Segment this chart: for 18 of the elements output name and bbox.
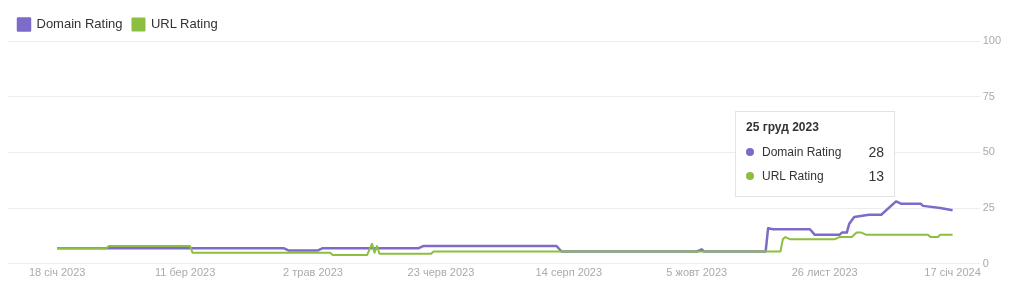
x-tick-label: 2 трав 2023 <box>283 266 343 279</box>
x-tick-label: 26 лист 2023 <box>791 266 858 279</box>
annotation: 25 груд 2023 <box>746 120 820 134</box>
x-tick-label: 14 серп 2023 <box>535 266 603 279</box>
y-tick-label: 0 <box>982 256 989 269</box>
text: URL Rating 13 <box>762 168 884 184</box>
x-tick-label: 23 черв 2023 <box>407 266 475 279</box>
y-tick-label: 75 <box>982 89 995 102</box>
y-tick-label: 50 <box>982 145 995 158</box>
legend-label: URL Rating <box>150 16 218 32</box>
x-tick-label: 17 січ 2024 <box>924 266 981 279</box>
y-tick-label: 100 <box>982 34 1002 47</box>
x-tick-label: 11 бер 2023 <box>154 266 216 279</box>
legend-label: Domain Rating <box>36 16 123 32</box>
x-tick-label: 5 жовт 2023 <box>666 266 728 279</box>
y-tick-label: 25 <box>982 201 995 214</box>
x-tick-label: 18 січ 2023 <box>28 266 86 279</box>
text: Domain Rating 28 <box>762 144 884 160</box>
